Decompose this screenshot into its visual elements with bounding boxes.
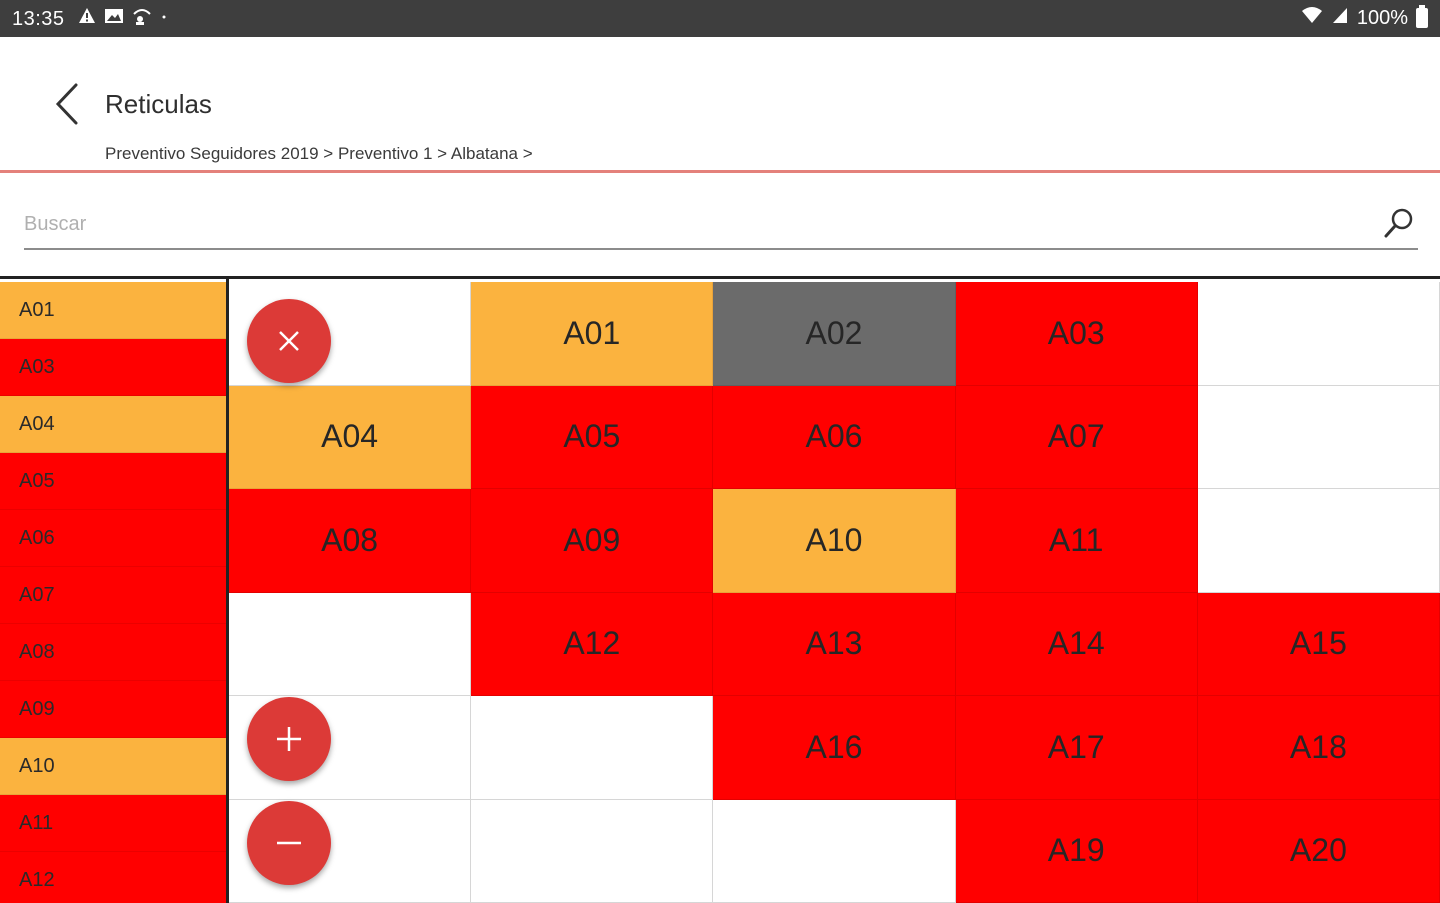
grid-cell[interactable]: A08 [229, 489, 471, 593]
search-bar [24, 204, 1418, 250]
search-input[interactable] [24, 204, 1364, 244]
dot-icon [160, 7, 168, 31]
list-item[interactable]: A08 [0, 624, 226, 681]
grid-cell [471, 800, 713, 903]
list-item[interactable]: A04 [0, 396, 226, 453]
header-divider [0, 170, 1440, 173]
back-button[interactable] [52, 81, 86, 127]
zoom-in-button[interactable] [247, 697, 331, 781]
breadcrumb[interactable]: Preventivo Seguidores 2019 > Preventivo … [105, 144, 533, 164]
wifi-icon [1301, 6, 1323, 30]
grid-cell[interactable]: A17 [956, 696, 1198, 800]
app-header: Reticulas Preventivo Seguidores 2019 > P… [0, 37, 1440, 171]
list-item[interactable]: A09 [0, 681, 226, 738]
page-title: Reticulas [105, 89, 212, 120]
grid-cell[interactable]: A11 [956, 489, 1198, 593]
status-right: 100% [1301, 6, 1428, 30]
list-item[interactable]: A01 [0, 282, 226, 339]
minus-icon [274, 828, 304, 858]
grid-cell[interactable]: A20 [1198, 800, 1440, 903]
status-bar: 13:35 100% [0, 0, 1440, 37]
battery-text: 100% [1357, 7, 1408, 30]
warning-icon [78, 7, 96, 31]
grid-cell[interactable]: A06 [713, 386, 955, 490]
chevron-left-icon [52, 81, 86, 127]
list-item[interactable]: A03 [0, 339, 226, 396]
grid-cell[interactable]: A07 [956, 386, 1198, 490]
grid-cell[interactable]: A05 [471, 386, 713, 490]
status-time: 13:35 [12, 8, 65, 31]
search-icon [1382, 206, 1416, 242]
battery-icon [1416, 8, 1428, 28]
grid-cell[interactable]: A13 [713, 593, 955, 697]
list-item[interactable]: A11 [0, 795, 226, 852]
grid-cell[interactable]: A19 [956, 800, 1198, 903]
grid-cell [229, 593, 471, 697]
grid-cell[interactable]: A14 [956, 593, 1198, 697]
grid-cell[interactable]: A18 [1198, 696, 1440, 800]
grid-cell [713, 800, 955, 903]
search-button[interactable] [1382, 206, 1416, 242]
grid-cell [1198, 282, 1440, 386]
close-icon [274, 326, 304, 356]
grid-cell[interactable]: A01 [471, 282, 713, 386]
close-button[interactable] [247, 299, 331, 383]
grid-cell[interactable]: A10 [713, 489, 955, 593]
list-item[interactable]: A05 [0, 453, 226, 510]
grid-cell[interactable]: A15 [1198, 593, 1440, 697]
grid-cell[interactable]: A03 [956, 282, 1198, 386]
grid-cell[interactable]: A09 [471, 489, 713, 593]
plus-icon [274, 724, 304, 754]
grid-cell[interactable]: A12 [471, 593, 713, 697]
grid-cell [1198, 386, 1440, 490]
grid-cell[interactable]: A02 [713, 282, 955, 386]
grid-cell[interactable]: A16 [713, 696, 955, 800]
grid-cell [1198, 489, 1440, 593]
signal-icon [1331, 6, 1349, 30]
zoom-out-button[interactable] [247, 801, 331, 885]
wifi-user-icon [132, 6, 152, 32]
list-item[interactable]: A07 [0, 567, 226, 624]
status-left-icons [78, 6, 168, 32]
grid-cell[interactable]: A04 [229, 386, 471, 490]
list-item[interactable]: A10 [0, 738, 226, 795]
list-item[interactable]: A12 [0, 852, 226, 903]
list-item[interactable]: A06 [0, 510, 226, 567]
grid-cell [471, 696, 713, 800]
gallery-icon [104, 7, 124, 31]
